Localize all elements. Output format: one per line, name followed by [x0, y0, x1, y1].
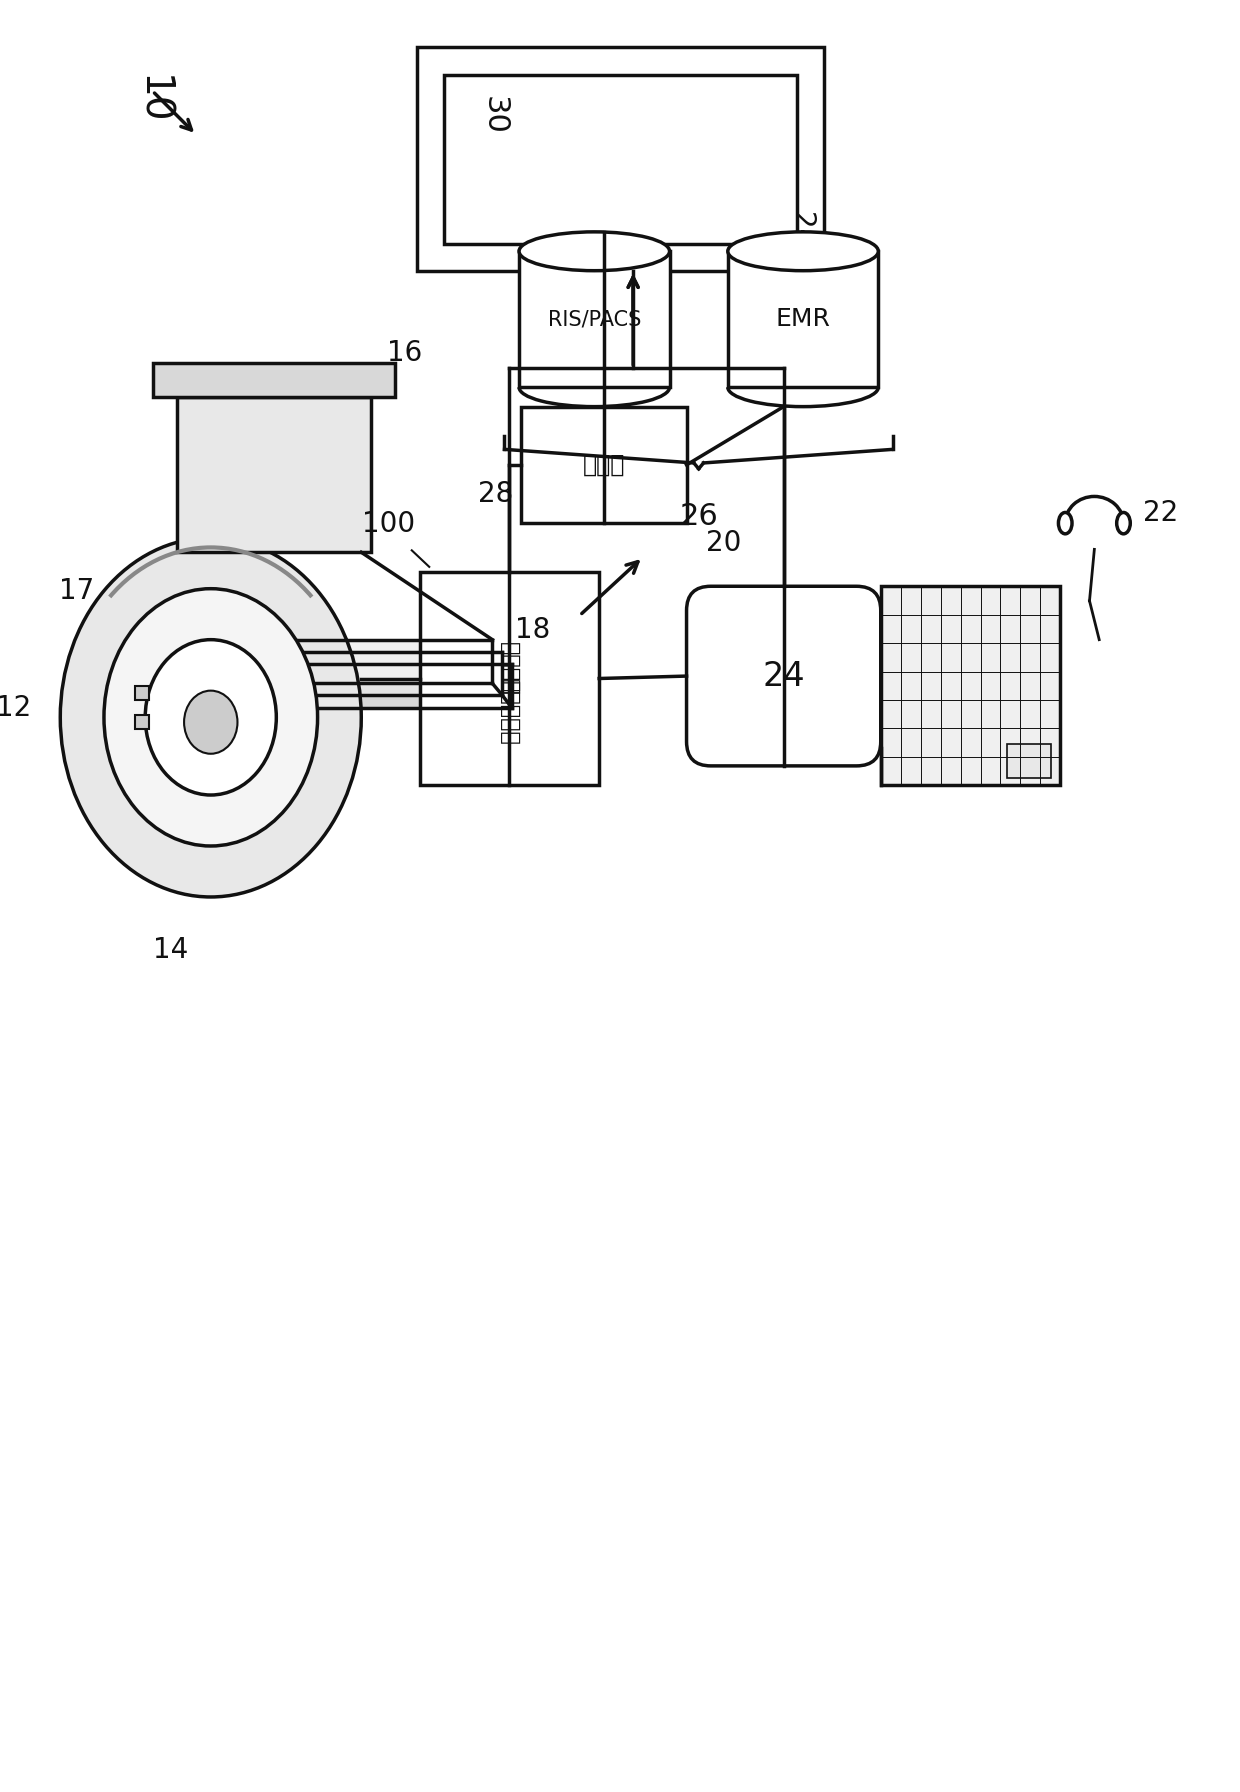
- Ellipse shape: [520, 231, 670, 271]
- Bar: [522, 407, 687, 523]
- Polygon shape: [201, 652, 502, 695]
- Text: 30: 30: [480, 97, 508, 134]
- Ellipse shape: [61, 538, 361, 898]
- Text: 12: 12: [0, 694, 31, 722]
- Ellipse shape: [184, 690, 238, 754]
- Text: 28: 28: [479, 480, 513, 507]
- Bar: [153, 364, 396, 396]
- Bar: [419, 572, 599, 785]
- Text: 查找表: 查找表: [583, 453, 625, 477]
- Text: 16: 16: [387, 339, 423, 367]
- Text: 24: 24: [786, 211, 815, 247]
- Ellipse shape: [104, 590, 317, 846]
- Bar: [135, 715, 149, 729]
- Text: 20: 20: [706, 529, 742, 557]
- Bar: [880, 586, 1060, 785]
- Text: RIS/PACS: RIS/PACS: [548, 310, 641, 330]
- Bar: [1007, 744, 1050, 778]
- Text: 14: 14: [153, 937, 187, 964]
- FancyBboxPatch shape: [687, 586, 880, 765]
- Bar: [520, 251, 670, 387]
- Text: 10: 10: [133, 75, 171, 124]
- Ellipse shape: [1059, 513, 1073, 534]
- Text: 22: 22: [1143, 500, 1178, 527]
- Bar: [177, 396, 371, 552]
- Text: EMR: EMR: [776, 306, 831, 332]
- Text: 18: 18: [516, 616, 551, 643]
- Ellipse shape: [728, 231, 878, 271]
- Bar: [417, 47, 825, 271]
- Polygon shape: [211, 665, 512, 708]
- Text: 方法或过程: 方法或过程: [500, 679, 520, 745]
- Text: 100: 100: [362, 509, 414, 538]
- Text: 17: 17: [60, 577, 94, 606]
- Text: 26: 26: [680, 502, 718, 530]
- Polygon shape: [191, 640, 492, 683]
- Ellipse shape: [1117, 513, 1131, 534]
- Bar: [444, 75, 797, 244]
- Bar: [728, 251, 878, 387]
- Bar: [135, 686, 149, 701]
- Text: 24: 24: [763, 659, 805, 692]
- Ellipse shape: [145, 640, 277, 796]
- Text: 图像重建: 图像重建: [500, 642, 520, 695]
